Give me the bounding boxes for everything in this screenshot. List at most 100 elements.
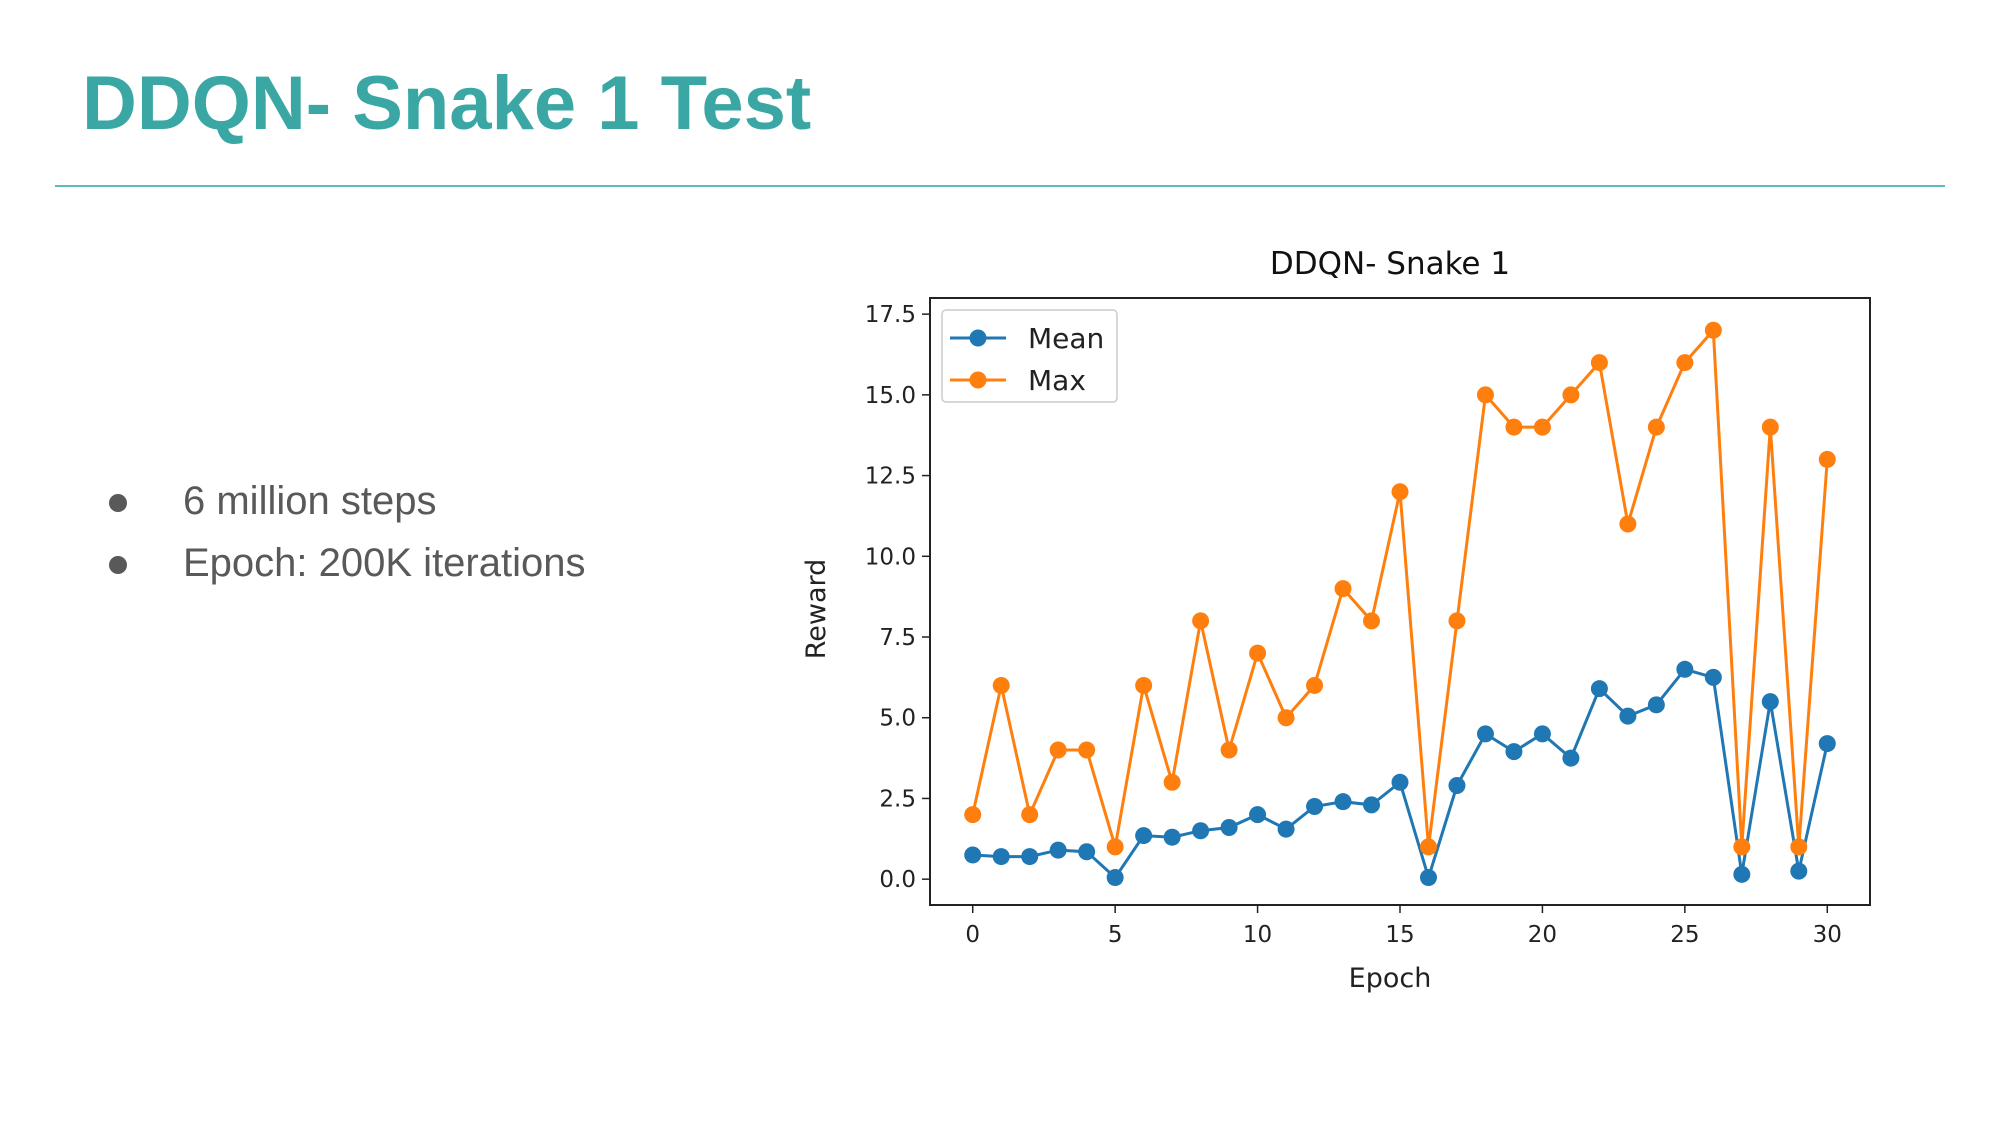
bullet-dot-icon <box>109 556 127 574</box>
max-point <box>1163 773 1181 791</box>
x-axis-label: Epoch <box>1349 963 1432 994</box>
mean-point <box>1277 820 1295 838</box>
x-tick-label: 15 <box>1385 922 1414 948</box>
y-tick-label: 0.0 <box>879 867 916 893</box>
mean-point <box>1306 798 1324 816</box>
max-point <box>992 676 1010 694</box>
y-tick-label: 12.5 <box>865 464 916 490</box>
max-point <box>1049 741 1067 759</box>
max-point <box>1448 612 1466 630</box>
mean-point <box>1476 725 1494 743</box>
series-group <box>964 321 1836 887</box>
max-point <box>1249 644 1267 662</box>
mean-point <box>1818 735 1836 753</box>
x-tick-label: 0 <box>965 922 980 948</box>
bullet-item: 6 million steps <box>105 470 585 532</box>
mean-point <box>1391 773 1409 791</box>
max-point <box>1619 515 1637 533</box>
mean-point <box>1192 822 1210 840</box>
bullet-item: Epoch: 200K iterations <box>105 532 585 594</box>
mean-point <box>1562 749 1580 767</box>
max-point <box>1135 676 1153 694</box>
x-tick-label: 5 <box>1108 922 1123 948</box>
max-point <box>1761 418 1779 436</box>
max-point <box>1334 580 1352 598</box>
mean-point <box>1590 680 1608 698</box>
mean-point <box>1505 743 1523 761</box>
max-point <box>1220 741 1238 759</box>
max-point <box>1306 676 1324 694</box>
mean-point <box>1135 827 1153 845</box>
mean-point <box>1049 841 1067 859</box>
legend-mean-marker <box>969 329 987 347</box>
chart-container: DDQN- Snake 1 0 5 10 15 20 25 30 0.0 2.5 5.0 7.5 10… <box>780 235 1930 1015</box>
bullet-dot-icon <box>109 494 127 512</box>
y-tick-label: 15.0 <box>865 383 916 409</box>
legend-mean-label: Mean <box>1028 322 1104 355</box>
mean-point <box>1021 848 1039 866</box>
y-tick-label: 7.5 <box>879 625 916 651</box>
max-point <box>1106 838 1124 856</box>
bullet-list: 6 million steps Epoch: 200K iterations <box>105 470 585 594</box>
y-tick-label: 10.0 <box>865 544 916 570</box>
mean-point <box>1363 796 1381 814</box>
mean-point <box>1533 725 1551 743</box>
max-point <box>1505 418 1523 436</box>
max-point <box>1590 354 1608 372</box>
reward-line-chart: DDQN- Snake 1 0 5 10 15 20 25 30 0.0 2.5 5.0 7.5 10… <box>801 246 1871 994</box>
bullet-text: 6 million steps <box>183 479 437 523</box>
max-point <box>1078 741 1096 759</box>
x-tick-label: 10 <box>1243 922 1272 948</box>
mean-point <box>1419 869 1437 887</box>
y-tick-label: 2.5 <box>879 786 916 812</box>
legend-max-marker <box>969 371 987 389</box>
max-point <box>1818 450 1836 468</box>
mean-point <box>1704 668 1722 686</box>
mean-point <box>1761 693 1779 711</box>
slide-title: DDQN- Snake 1 Test <box>82 61 812 146</box>
mean-point <box>1220 819 1238 837</box>
x-tick-label: 25 <box>1670 922 1699 948</box>
mean-point <box>1249 806 1267 824</box>
mean-point <box>964 846 982 864</box>
max-point <box>1562 386 1580 404</box>
y-tick-label: 17.5 <box>865 302 916 328</box>
max-point <box>1192 612 1210 630</box>
chart-title: DDQN- Snake 1 <box>1270 246 1510 282</box>
max-point <box>1363 612 1381 630</box>
max-point <box>1704 321 1722 339</box>
bullet-text: Epoch: 200K iterations <box>183 541 586 585</box>
mean-point <box>992 848 1010 866</box>
mean-point <box>1334 793 1352 811</box>
max-point <box>1391 483 1409 501</box>
max-point <box>1277 709 1295 727</box>
mean-point <box>1163 828 1181 846</box>
mean-point <box>1790 862 1808 880</box>
mean-point <box>1078 843 1096 861</box>
max-point <box>1533 418 1551 436</box>
max-point <box>1790 838 1808 856</box>
title-divider <box>55 185 1945 187</box>
y-axis-label: Reward <box>801 559 832 660</box>
max-point <box>1647 418 1665 436</box>
max-point <box>1476 386 1494 404</box>
mean-point <box>1676 660 1694 678</box>
series-mean <box>964 660 1836 887</box>
max-point <box>964 806 982 824</box>
max-point <box>1021 806 1039 824</box>
max-point <box>1419 838 1437 856</box>
mean-point <box>1448 777 1466 795</box>
max-point <box>1733 838 1751 856</box>
y-tick-label: 5.0 <box>879 706 916 732</box>
series-max <box>964 321 1836 856</box>
max-point <box>1676 354 1694 372</box>
mean-point <box>1106 869 1124 887</box>
axis-ticks: 0 5 10 15 20 25 30 0.0 2.5 5.0 7.5 10.0 12.5 15.0 17.5 <box>865 302 1842 948</box>
x-tick-label: 30 <box>1813 922 1842 948</box>
mean-point <box>1647 696 1665 714</box>
x-tick-label: 20 <box>1528 922 1557 948</box>
legend: Mean Max <box>941 309 1118 403</box>
mean-point <box>1733 865 1751 883</box>
mean-point <box>1619 707 1637 725</box>
legend-max-label: Max <box>1028 364 1086 397</box>
